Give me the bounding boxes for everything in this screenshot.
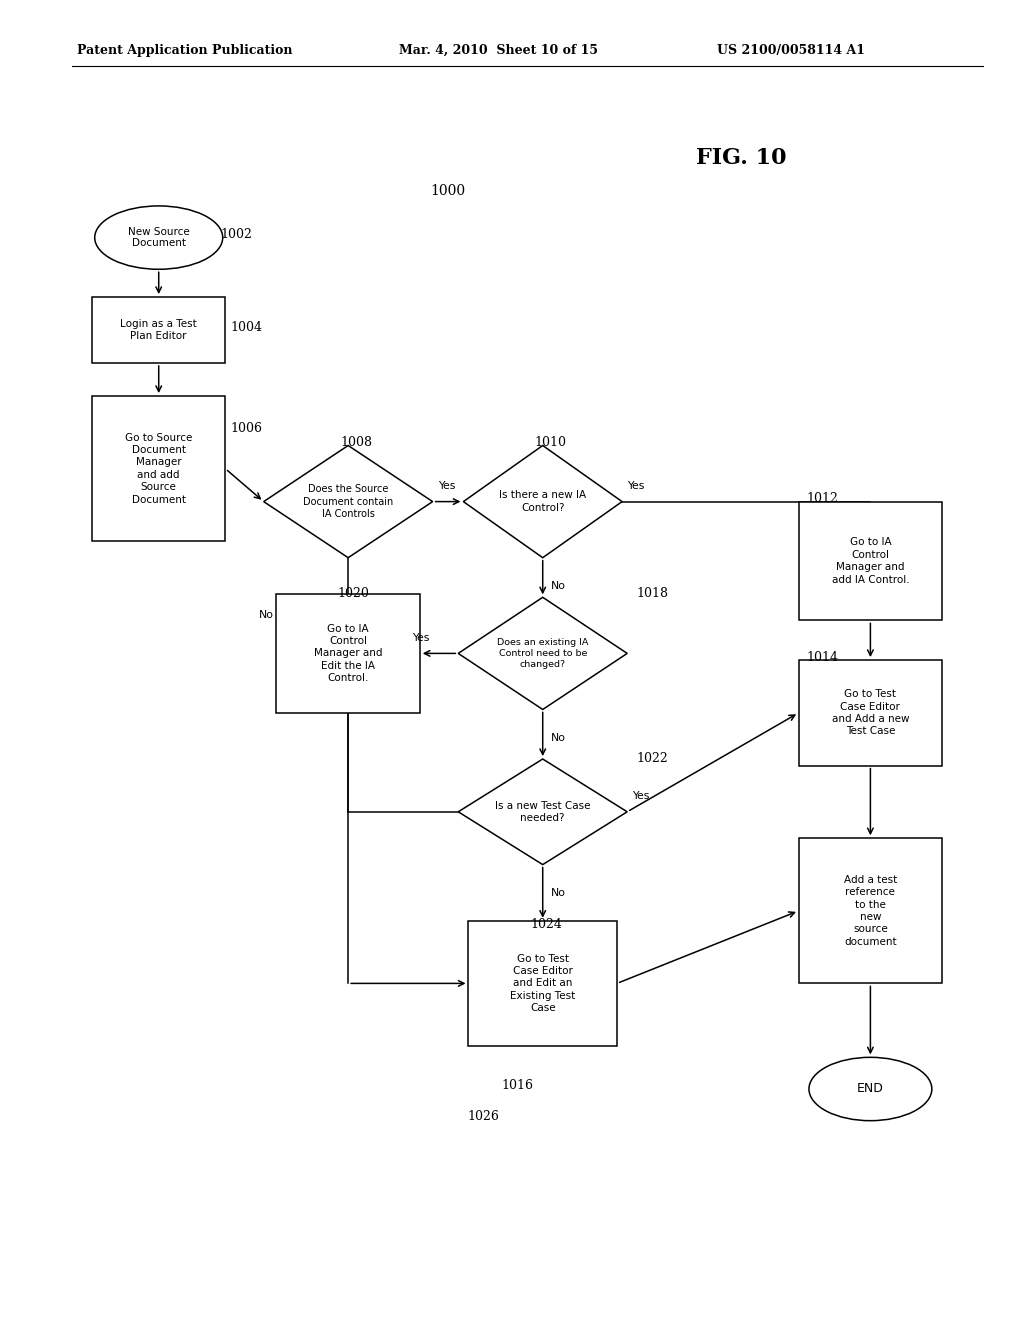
Text: Add a test
reference
to the
new
source
document: Add a test reference to the new source d… bbox=[844, 875, 897, 946]
Text: No: No bbox=[551, 734, 566, 743]
Text: No: No bbox=[551, 888, 566, 899]
Text: US 2100/0058114 A1: US 2100/0058114 A1 bbox=[717, 44, 865, 57]
FancyBboxPatch shape bbox=[799, 838, 942, 983]
FancyBboxPatch shape bbox=[469, 921, 616, 1045]
Text: 1002: 1002 bbox=[220, 228, 252, 242]
Text: 1008: 1008 bbox=[340, 436, 372, 449]
Text: Yes: Yes bbox=[633, 791, 649, 801]
Text: 1006: 1006 bbox=[230, 422, 262, 436]
Polygon shape bbox=[264, 446, 433, 557]
Text: 1022: 1022 bbox=[637, 752, 669, 766]
Text: Is there a new IA
Control?: Is there a new IA Control? bbox=[499, 491, 587, 512]
Text: 1004: 1004 bbox=[230, 321, 262, 334]
Text: No: No bbox=[551, 581, 566, 591]
Text: 1012: 1012 bbox=[807, 492, 839, 506]
Text: 1016: 1016 bbox=[502, 1078, 534, 1092]
Text: END: END bbox=[857, 1082, 884, 1096]
Text: 1020: 1020 bbox=[338, 587, 370, 601]
Text: Go to IA
Control
Manager and
Edit the IA
Control.: Go to IA Control Manager and Edit the IA… bbox=[314, 623, 382, 684]
Text: Patent Application Publication: Patent Application Publication bbox=[77, 44, 292, 57]
Text: Login as a Test
Plan Editor: Login as a Test Plan Editor bbox=[121, 319, 197, 341]
Text: Yes: Yes bbox=[438, 480, 455, 491]
Text: Does the Source
Document contain
IA Controls: Does the Source Document contain IA Cont… bbox=[303, 484, 393, 519]
Text: Mar. 4, 2010  Sheet 10 of 15: Mar. 4, 2010 Sheet 10 of 15 bbox=[399, 44, 598, 57]
Text: 1010: 1010 bbox=[535, 436, 566, 449]
Text: 1000: 1000 bbox=[430, 185, 465, 198]
Text: 1018: 1018 bbox=[637, 587, 669, 601]
FancyBboxPatch shape bbox=[799, 660, 942, 766]
Polygon shape bbox=[463, 446, 623, 557]
FancyBboxPatch shape bbox=[276, 594, 420, 713]
Text: Does an existing IA
Control need to be
changed?: Does an existing IA Control need to be c… bbox=[497, 638, 589, 669]
Ellipse shape bbox=[94, 206, 223, 269]
Text: Go to Source
Document
Manager
and add
Source
Document: Go to Source Document Manager and add So… bbox=[125, 433, 193, 504]
FancyBboxPatch shape bbox=[799, 502, 942, 620]
Text: Yes: Yes bbox=[627, 480, 644, 491]
Text: Yes: Yes bbox=[412, 632, 429, 643]
Text: Go to Test
Case Editor
and Edit an
Existing Test
Case: Go to Test Case Editor and Edit an Exist… bbox=[510, 953, 575, 1014]
FancyBboxPatch shape bbox=[92, 297, 225, 363]
Text: Go to IA
Control
Manager and
add IA Control.: Go to IA Control Manager and add IA Cont… bbox=[831, 537, 909, 585]
FancyBboxPatch shape bbox=[92, 396, 225, 541]
Polygon shape bbox=[459, 597, 627, 710]
Text: 1024: 1024 bbox=[530, 917, 562, 931]
Ellipse shape bbox=[809, 1057, 932, 1121]
Polygon shape bbox=[459, 759, 627, 865]
Text: Is a new Test Case
needed?: Is a new Test Case needed? bbox=[495, 801, 591, 822]
Text: Go to Test
Case Editor
and Add a new
Test Case: Go to Test Case Editor and Add a new Tes… bbox=[831, 689, 909, 737]
Text: New Source
Document: New Source Document bbox=[128, 227, 189, 248]
Text: 1026: 1026 bbox=[467, 1110, 499, 1123]
Text: 1014: 1014 bbox=[807, 651, 839, 664]
Text: FIG. 10: FIG. 10 bbox=[696, 148, 786, 169]
Text: No: No bbox=[259, 610, 273, 620]
